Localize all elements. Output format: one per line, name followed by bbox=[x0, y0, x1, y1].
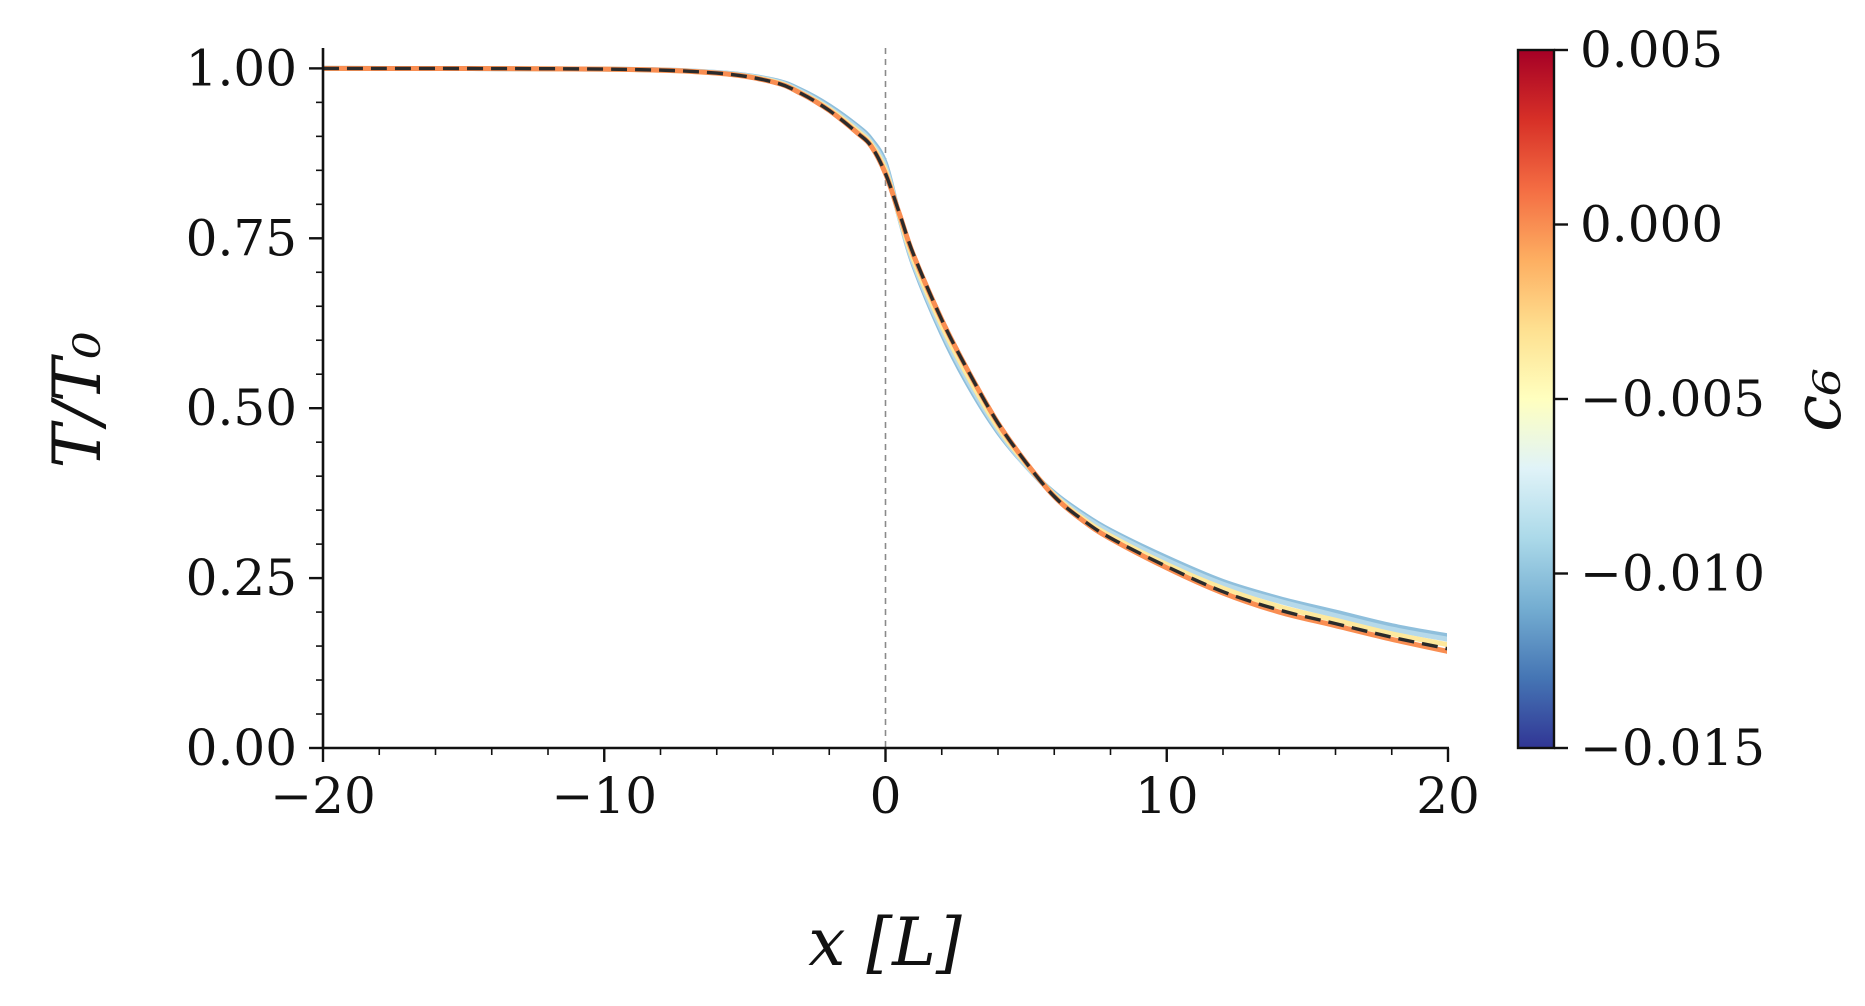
x-axis-label: x [L] bbox=[808, 904, 962, 981]
colorbar-label: c₆ bbox=[1779, 368, 1856, 431]
y-tick-label: 0.75 bbox=[186, 209, 297, 267]
colorbar-tick-label: −0.015 bbox=[1580, 719, 1765, 777]
series-line-reference-dashed bbox=[322, 66, 1447, 651]
x-tick-label: −20 bbox=[270, 767, 376, 825]
plot-area: −20 −10 0 10 20 0.00 0.25 0.50 0.75 1.00 bbox=[186, 39, 1480, 825]
y-tick-label: 0.25 bbox=[186, 549, 297, 607]
x-tick-label: 0 bbox=[870, 767, 902, 825]
x-ticks: −20 −10 0 10 20 bbox=[270, 748, 1480, 825]
colorbar: −0.015 −0.010 −0.005 0.000 0.005 c₆ bbox=[1516, 21, 1856, 777]
colorbar-tick-label: −0.005 bbox=[1580, 370, 1765, 428]
colorbar-ticks: −0.015 −0.010 −0.005 0.000 0.005 bbox=[1554, 21, 1765, 777]
colorbar-gradient bbox=[1516, 48, 1556, 750]
y-tick-label: 1.00 bbox=[186, 39, 297, 97]
series-line-1 bbox=[322, 65, 1447, 642]
y-ticks: 0.00 0.25 0.50 0.75 1.00 bbox=[186, 39, 323, 777]
x-tick-label: −10 bbox=[551, 767, 657, 825]
x-tick-label: 10 bbox=[1135, 767, 1199, 825]
y-tick-label: 0.00 bbox=[186, 719, 297, 777]
x-tick-label: 20 bbox=[1416, 767, 1480, 825]
series-line-0 bbox=[322, 65, 1447, 639]
series-layer bbox=[322, 65, 1447, 654]
y-tick-label: 0.50 bbox=[186, 379, 297, 437]
y-axis-label: T/T₀ bbox=[39, 332, 116, 469]
colorbar-tick-label: 0.000 bbox=[1580, 196, 1723, 254]
colorbar-tick-label: −0.010 bbox=[1580, 545, 1765, 603]
colorbar-tick-label: 0.005 bbox=[1580, 21, 1723, 79]
